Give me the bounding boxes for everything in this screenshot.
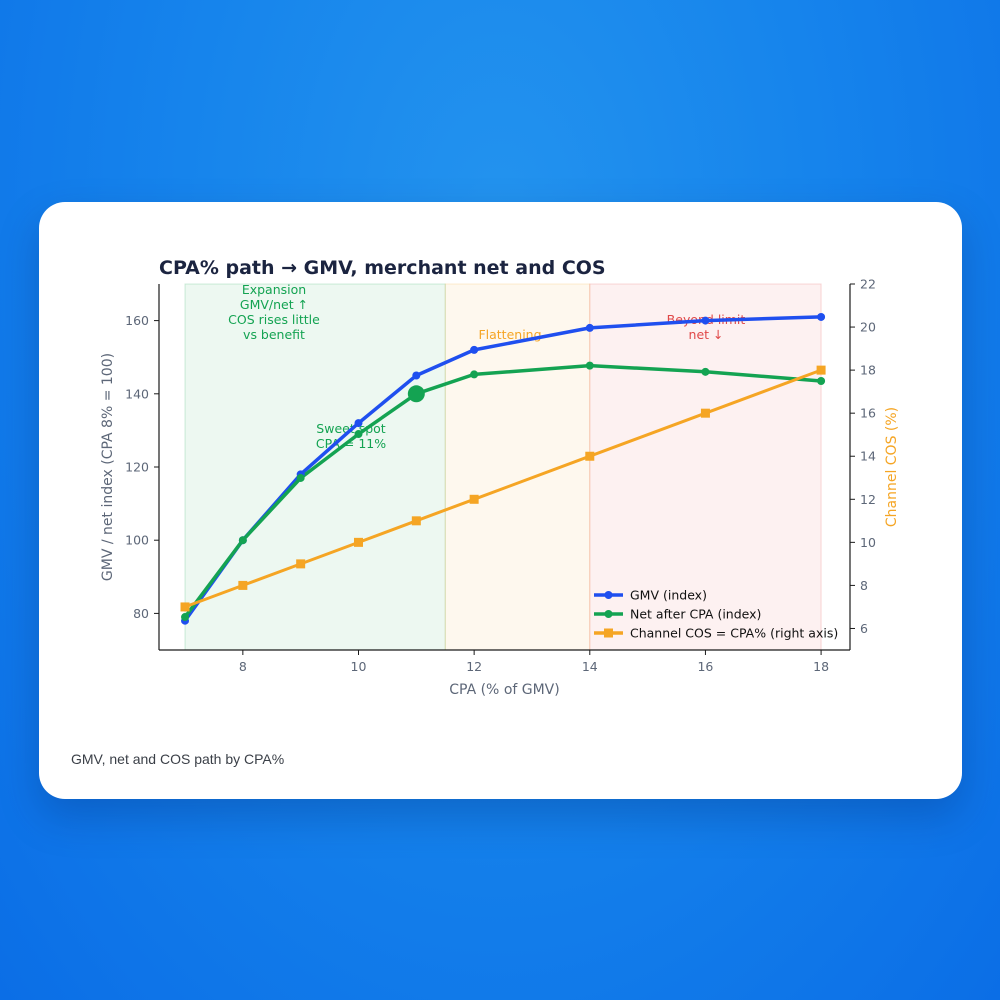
chart-title: CPA% path → GMV, merchant net and COS (159, 257, 606, 279)
series-1-point (354, 430, 363, 439)
series-1-point (181, 613, 190, 622)
y2-tick-label: 22 (860, 277, 876, 292)
x-tick-label: 8 (239, 659, 247, 674)
annotation-expansion: Expansion GMV/net ↑ COS rises little vs ben… (228, 282, 320, 342)
legend-marker-2 (604, 628, 613, 638)
legend-marker-1 (604, 610, 613, 618)
series-0-point (585, 323, 594, 332)
series-2-point (180, 602, 190, 612)
annotation-flattening: Flattening (478, 327, 541, 342)
series-1-point (817, 376, 826, 385)
series-2-point (816, 365, 826, 375)
x-tick-label: 18 (813, 659, 829, 674)
series-0-point (701, 316, 710, 325)
y-tick-label: 80 (133, 606, 149, 621)
y2-tick-label: 20 (860, 320, 876, 335)
series-2-point (585, 451, 595, 461)
series-2-point (700, 408, 710, 418)
annotation-line: net ↓ (689, 327, 724, 342)
series-1-point (701, 367, 710, 376)
chart-card: CPA% path → GMV, merchant net and COS Ex… (39, 202, 962, 799)
region-band-2 (589, 283, 822, 651)
legend-label-1: Net after CPA (index) (630, 607, 761, 622)
annotation-sweet-spot: Sweet spot CPA = 11% (316, 421, 386, 451)
x-tick-label: 16 (697, 659, 713, 674)
annotation-line: vs benefit (243, 327, 305, 342)
x-tick-label: 14 (582, 659, 598, 674)
figure-caption: GMV, net and COS path by CPA% (71, 751, 285, 767)
series-1-point (238, 536, 247, 545)
annotation-line: Flattening (478, 327, 541, 342)
y2-tick-label: 6 (860, 621, 868, 636)
annotation-line: Expansion (242, 282, 306, 297)
series-0-point (470, 345, 479, 354)
annotation-line: COS rises little (228, 312, 320, 327)
y2-tick-label: 14 (860, 449, 876, 464)
y-tick-label: 160 (125, 313, 149, 328)
y2-axis-label: Channel COS (%) (884, 407, 900, 527)
y2-tick-label: 8 (860, 578, 868, 593)
series-1-point (296, 473, 305, 482)
legend-marker-0 (604, 591, 613, 599)
series-1-point (585, 361, 594, 370)
series-2-point (411, 516, 421, 526)
y-axis-label: GMV / net index (CPA 8% = 100) (100, 353, 116, 581)
region-band-1 (444, 283, 591, 651)
series-2-point (469, 494, 479, 504)
series-0-point (412, 371, 421, 380)
legend-label-2: Channel COS = CPA% (right axis) (630, 626, 838, 641)
legend-label-0: GMV (index) (630, 588, 707, 603)
y2-tick-label: 10 (860, 535, 876, 550)
y2-tick-label: 18 (860, 363, 876, 378)
series-1-point (470, 370, 479, 379)
series-0-point (354, 419, 363, 428)
series-0-point (817, 312, 826, 321)
y-tick-label: 140 (125, 386, 149, 401)
y2-tick-label: 16 (860, 406, 876, 421)
annotation-line: GMV/net ↑ (240, 297, 308, 312)
chart: CPA% path → GMV, merchant net and COS Ex… (100, 257, 900, 698)
series-2-point (353, 537, 363, 547)
x-tick-label: 10 (351, 659, 367, 674)
y-tick-label: 100 (125, 533, 149, 548)
y-tick-label: 120 (125, 460, 149, 475)
series-2-point (296, 559, 306, 569)
series-2-point (238, 580, 248, 590)
x-axis-label: CPA (% of GMV) (449, 682, 559, 698)
x-tick-label: 12 (466, 659, 482, 674)
sweet-spot-marker (407, 385, 425, 403)
y2-tick-label: 12 (860, 492, 876, 507)
